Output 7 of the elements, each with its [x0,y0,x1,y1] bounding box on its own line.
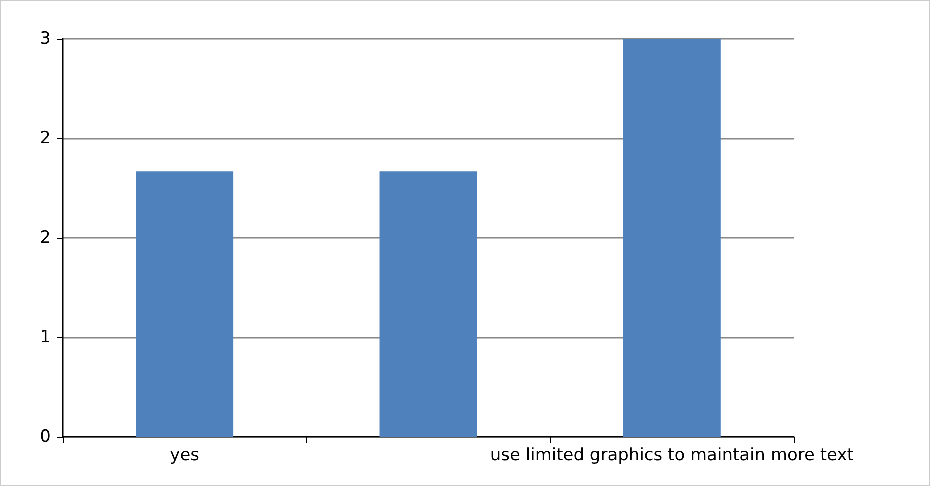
y-tick-label: 0 [40,427,51,447]
x-tick-label: use limited graphics to maintain more text [490,446,854,466]
y-tick-label: 3 [40,29,51,49]
y-tick-label: 2 [40,128,51,148]
y-tick-label: 2 [40,228,51,248]
y-tick-label: 1 [40,328,51,348]
x-tick-label: yes [170,446,200,466]
